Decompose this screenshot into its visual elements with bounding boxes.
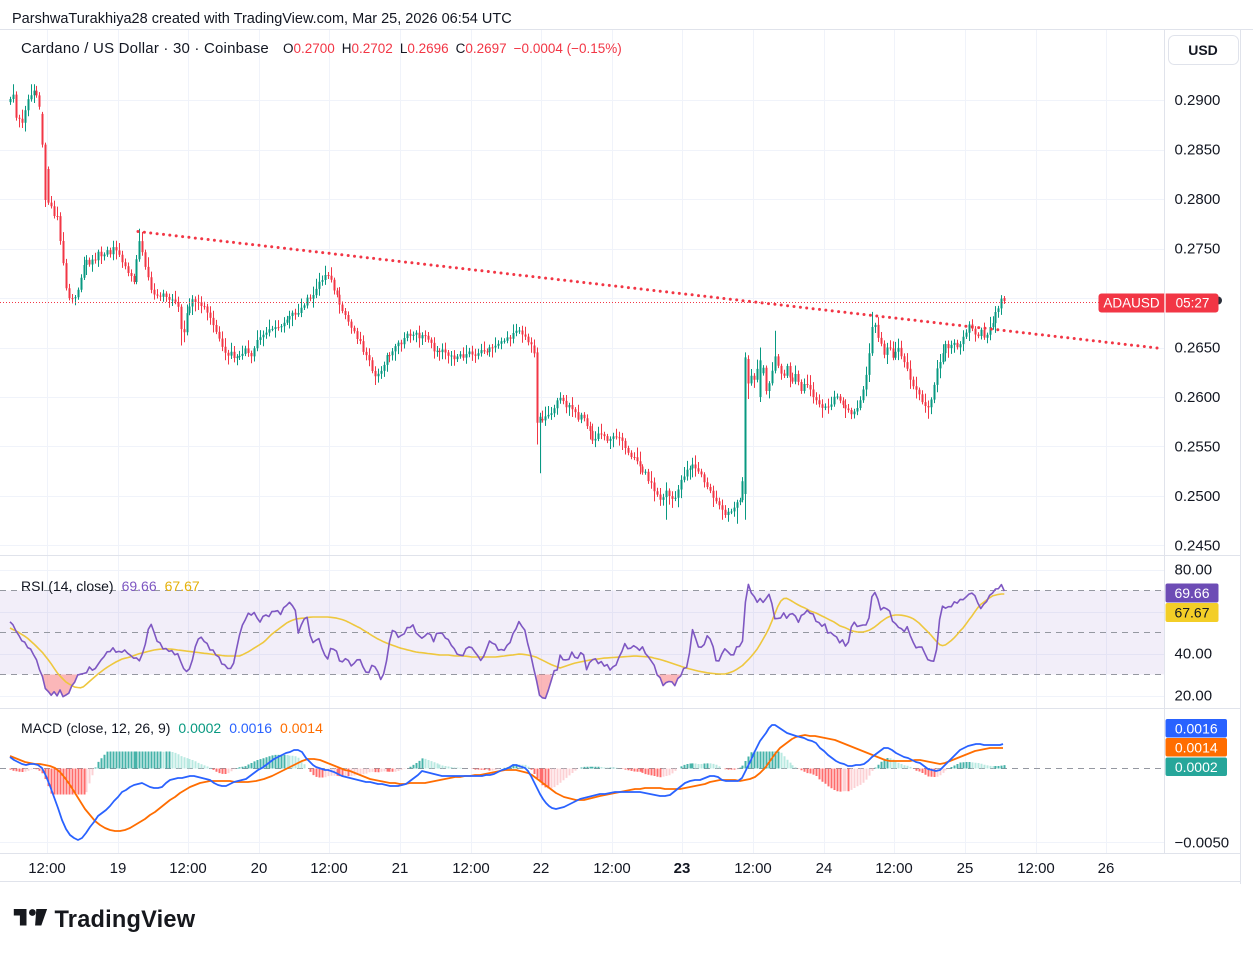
svg-text:0.2900: 0.2900 (1175, 92, 1221, 109)
svg-text:USD: USD (1188, 42, 1218, 58)
svg-text:0.2800: 0.2800 (1175, 191, 1221, 208)
svg-text:24: 24 (816, 860, 833, 877)
svg-text:0.0002: 0.0002 (1175, 759, 1218, 775)
svg-text:−0.0050: −0.0050 (1175, 835, 1230, 852)
svg-text:Cardano / US Dollar · 30 · Coi: Cardano / US Dollar · 30 · Coinbase O0.27… (21, 40, 622, 57)
svg-text:12:00: 12:00 (875, 860, 913, 877)
svg-text:0.2500: 0.2500 (1175, 488, 1221, 505)
svg-text:ADAUSD: ADAUSD (1103, 296, 1160, 311)
svg-text:26: 26 (1098, 860, 1115, 877)
svg-text:12:00: 12:00 (1017, 860, 1055, 877)
svg-text:21: 21 (392, 860, 409, 877)
svg-text:40.00: 40.00 (1175, 646, 1213, 663)
svg-text:0.2750: 0.2750 (1175, 241, 1221, 258)
svg-text:0.2850: 0.2850 (1175, 142, 1221, 159)
svg-text:0.2650: 0.2650 (1175, 340, 1221, 357)
svg-text:22: 22 (533, 860, 550, 877)
svg-text:12:00: 12:00 (593, 860, 631, 877)
svg-text:12:00: 12:00 (28, 860, 66, 877)
svg-text:19: 19 (110, 860, 127, 877)
svg-text:12:00: 12:00 (734, 860, 772, 877)
svg-text:ParshwaTurakhiya28 created wit: ParshwaTurakhiya28 created with TradingV… (12, 11, 512, 27)
svg-text:0.2450: 0.2450 (1175, 538, 1221, 555)
svg-text:05:27: 05:27 (1176, 296, 1210, 311)
svg-text:12:00: 12:00 (169, 860, 207, 877)
svg-text:80.00: 80.00 (1175, 562, 1213, 579)
svg-text:25: 25 (957, 860, 974, 877)
svg-text:12:00: 12:00 (452, 860, 490, 877)
svg-text:0.2550: 0.2550 (1175, 439, 1221, 456)
svg-text:TradingView: TradingView (55, 907, 196, 933)
svg-text:67.67: 67.67 (1174, 605, 1209, 621)
svg-text:0.0014: 0.0014 (1175, 739, 1218, 755)
svg-text:23: 23 (674, 860, 691, 877)
svg-text:12:00: 12:00 (310, 860, 348, 877)
svg-text:20: 20 (251, 860, 268, 877)
svg-text:0.0016: 0.0016 (1175, 720, 1218, 736)
svg-text:20.00: 20.00 (1175, 688, 1213, 705)
svg-text:0.2600: 0.2600 (1175, 389, 1221, 406)
svg-text:69.66: 69.66 (1174, 585, 1209, 601)
